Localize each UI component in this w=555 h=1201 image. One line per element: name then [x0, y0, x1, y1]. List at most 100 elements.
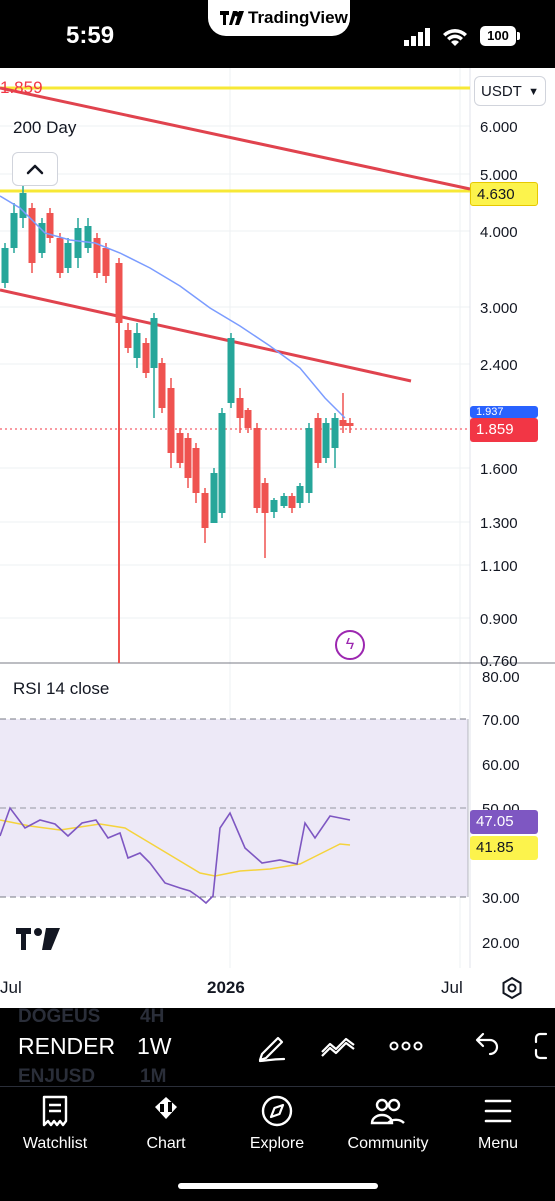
nav-chart[interactable]: Chart: [111, 1093, 221, 1153]
symbol-picker-next[interactable]: ENJUSD: [18, 1066, 96, 1087]
nav-menu[interactable]: Menu: [443, 1093, 553, 1153]
price-axis-label: 6.000: [480, 119, 518, 136]
price-chart[interactable]: 6.000 5.000 4.000 3.000 2.400 1.600 1.30…: [0, 68, 555, 1008]
bottom-navigation: Watchlist Chart Explore Community Menu: [0, 1086, 555, 1201]
candle-body: [133, 333, 141, 358]
compass-icon: [261, 1095, 293, 1127]
chevron-up-icon: [26, 164, 44, 175]
candle-body: [46, 213, 54, 238]
currency-select[interactable]: USDT ▼: [474, 76, 546, 106]
candle-body: [10, 213, 18, 248]
candle-body: [38, 223, 46, 253]
candle-body: [288, 496, 296, 508]
app-indicator-pill[interactable]: TradingView: [208, 0, 350, 36]
rsi-axis-label: 70.00: [482, 712, 520, 729]
nav-label: Community: [347, 1135, 429, 1152]
more-options-icon[interactable]: [386, 1028, 426, 1064]
candle-body: [346, 423, 354, 426]
symbol-picker[interactable]: RENDER: [18, 1033, 116, 1059]
moving-average-line: [0, 195, 346, 419]
rsi-axis-label: 60.00: [482, 757, 520, 774]
time-axis-label: 2026: [207, 978, 245, 997]
candle-body: [261, 483, 269, 513]
trendline-lower: [0, 288, 412, 383]
app-name: TradingView: [248, 8, 348, 27]
nav-explore[interactable]: Explore: [222, 1093, 332, 1153]
candle-body: [270, 500, 278, 512]
drawing-pen-icon[interactable]: [252, 1028, 292, 1064]
tradingview-logo-icon: [220, 11, 244, 25]
chevron-down-icon: ▼: [528, 86, 539, 98]
candle-body: [227, 338, 235, 403]
rsi-ma-value-tag: 41.85: [470, 836, 538, 860]
candle-body: [28, 208, 36, 263]
candles: [1, 183, 354, 558]
resistance-price-tag: 4.630: [470, 182, 538, 206]
candle-body: [192, 448, 200, 493]
candle-body: [19, 193, 27, 218]
chart-icon: [155, 1097, 177, 1119]
battery-cap: [517, 32, 520, 40]
candle-body: [142, 343, 150, 373]
chart-area[interactable]: 6.000 5.000 4.000 3.000 2.400 1.600 1.30…: [0, 68, 555, 1008]
candle-body: [64, 243, 72, 268]
nav-label: Chart: [146, 1135, 186, 1152]
candle-body: [210, 473, 218, 523]
timeframe-picker[interactable]: 1W: [137, 1033, 172, 1059]
fullscreen-icon[interactable]: [530, 1028, 555, 1064]
nav-label: Watchlist: [22, 1135, 88, 1152]
candle-body: [305, 428, 313, 493]
wifi-icon: [443, 29, 467, 46]
timeframe-picker-prev[interactable]: 4H: [140, 1006, 165, 1027]
currency-value: USDT: [481, 83, 522, 100]
price-axis-label: 5.000: [480, 167, 518, 184]
trendline-upper: [0, 86, 471, 191]
symbol-picker-prev[interactable]: DOGEUS: [18, 1006, 101, 1027]
settings-icon[interactable]: [500, 976, 524, 1000]
candle-body: [1, 248, 9, 283]
candle-body: [253, 428, 261, 508]
candle-body: [296, 486, 304, 503]
price-axis-label: 4.000: [480, 224, 518, 241]
lightning-icon[interactable]: ϟ: [335, 630, 365, 660]
time-axis-label: Jul: [441, 978, 463, 997]
price-axis-label: 1.600: [480, 461, 518, 478]
ma-price-tag: 1.937: [470, 406, 538, 418]
rsi-ma-line: [0, 819, 351, 877]
status-bar: 5:59 TradingView 100: [0, 0, 555, 68]
nav-community[interactable]: Community: [333, 1093, 443, 1153]
indicator-legend-ma[interactable]: 200 Day: [13, 118, 77, 137]
price-axis-label: 1.100: [480, 558, 518, 575]
watchlist-icon: [42, 1095, 68, 1127]
collapse-legend-button[interactable]: [12, 152, 58, 186]
timeframe-picker-next[interactable]: 1M: [140, 1066, 167, 1087]
candle-body: [124, 330, 132, 348]
undo-icon[interactable]: [466, 1028, 506, 1064]
tradingview-watermark-icon: [16, 928, 60, 950]
price-axis-label: 0.760: [480, 653, 518, 670]
price-axis-label: 2.400: [480, 357, 518, 374]
indicators-icon[interactable]: [318, 1028, 358, 1064]
signal-icon: [404, 28, 430, 46]
candle-body: [236, 398, 244, 418]
indicator-legend-rsi[interactable]: RSI 14 close: [13, 679, 110, 698]
nav-label: Explore: [249, 1135, 305, 1152]
clock: 5:59: [66, 22, 115, 49]
candle-body: [218, 413, 226, 513]
battery-indicator: 100: [480, 26, 516, 46]
candle-body: [331, 418, 339, 448]
rsi-axis-label: 30.00: [482, 890, 520, 907]
nav-label: Menu: [477, 1135, 519, 1152]
candle-body: [339, 420, 347, 426]
candle-body: [84, 226, 92, 248]
candle-body: [93, 238, 101, 273]
candle-body: [56, 238, 64, 273]
price-axis-label: 0.900: [480, 611, 518, 628]
candle-body: [167, 388, 175, 453]
candle-body: [322, 423, 330, 458]
last-price-tag: 1.859: [470, 418, 538, 442]
level-label: 1.859: [0, 78, 43, 97]
candle-body: [184, 438, 192, 478]
nav-watchlist[interactable]: Watchlist: [0, 1093, 110, 1153]
candle-body: [150, 318, 158, 368]
